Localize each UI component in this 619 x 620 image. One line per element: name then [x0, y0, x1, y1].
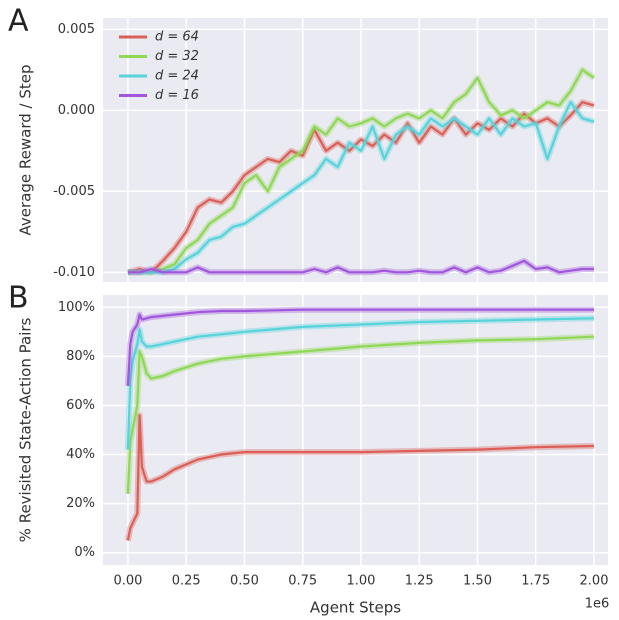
series-line: [126, 317, 595, 450]
x-tick-label: 0.50: [230, 574, 259, 589]
x-tick-label: 1.25: [405, 574, 434, 589]
series-line: [127, 259, 594, 274]
y-tick-label: 0%: [74, 545, 95, 560]
y-tick-label: 60%: [66, 398, 95, 413]
x-tick-label: 1.75: [521, 574, 550, 589]
y-tick-label: 20%: [66, 496, 95, 511]
legend-label: d = 32: [155, 49, 199, 64]
x-tick-label: 1.00: [346, 574, 375, 589]
legend-label: d = 64: [155, 30, 199, 45]
y-tick-label: 0.005: [58, 22, 95, 37]
plot-area: [103, 18, 608, 282]
series-line: [126, 335, 595, 494]
x-tick-label: 0.25: [172, 574, 201, 589]
y-tick-label: -0.010: [53, 265, 95, 280]
x-axis-label: Agent Steps: [310, 599, 401, 617]
y-tick-label: 80%: [66, 349, 95, 364]
legend-label: d = 24: [155, 69, 199, 84]
x-tick-label: 2.00: [580, 574, 609, 589]
panel-label: B: [8, 281, 29, 316]
y-tick-label: 0.000: [58, 103, 95, 118]
series-line: [127, 68, 595, 274]
x-tick-label: 0.00: [113, 574, 142, 589]
y-tick-label: -0.005: [53, 184, 95, 199]
series-line: [126, 414, 595, 541]
y-tick-label: 100%: [58, 300, 95, 315]
y-axis-label: Average Reward / Step: [17, 65, 35, 236]
x-tick-label: 1.50: [463, 574, 492, 589]
panel-label: A: [8, 4, 29, 39]
y-tick-label: 40%: [66, 447, 95, 462]
y-axis-label: % Revisited State-Action Pairs: [17, 317, 35, 542]
plot-area: [103, 295, 608, 565]
legend-label: d = 16: [155, 88, 199, 103]
x-tick-label: 0.75: [288, 574, 317, 589]
x-offset-label: 1e6: [585, 597, 610, 612]
series-line: [127, 101, 595, 274]
series-line: [126, 308, 594, 386]
